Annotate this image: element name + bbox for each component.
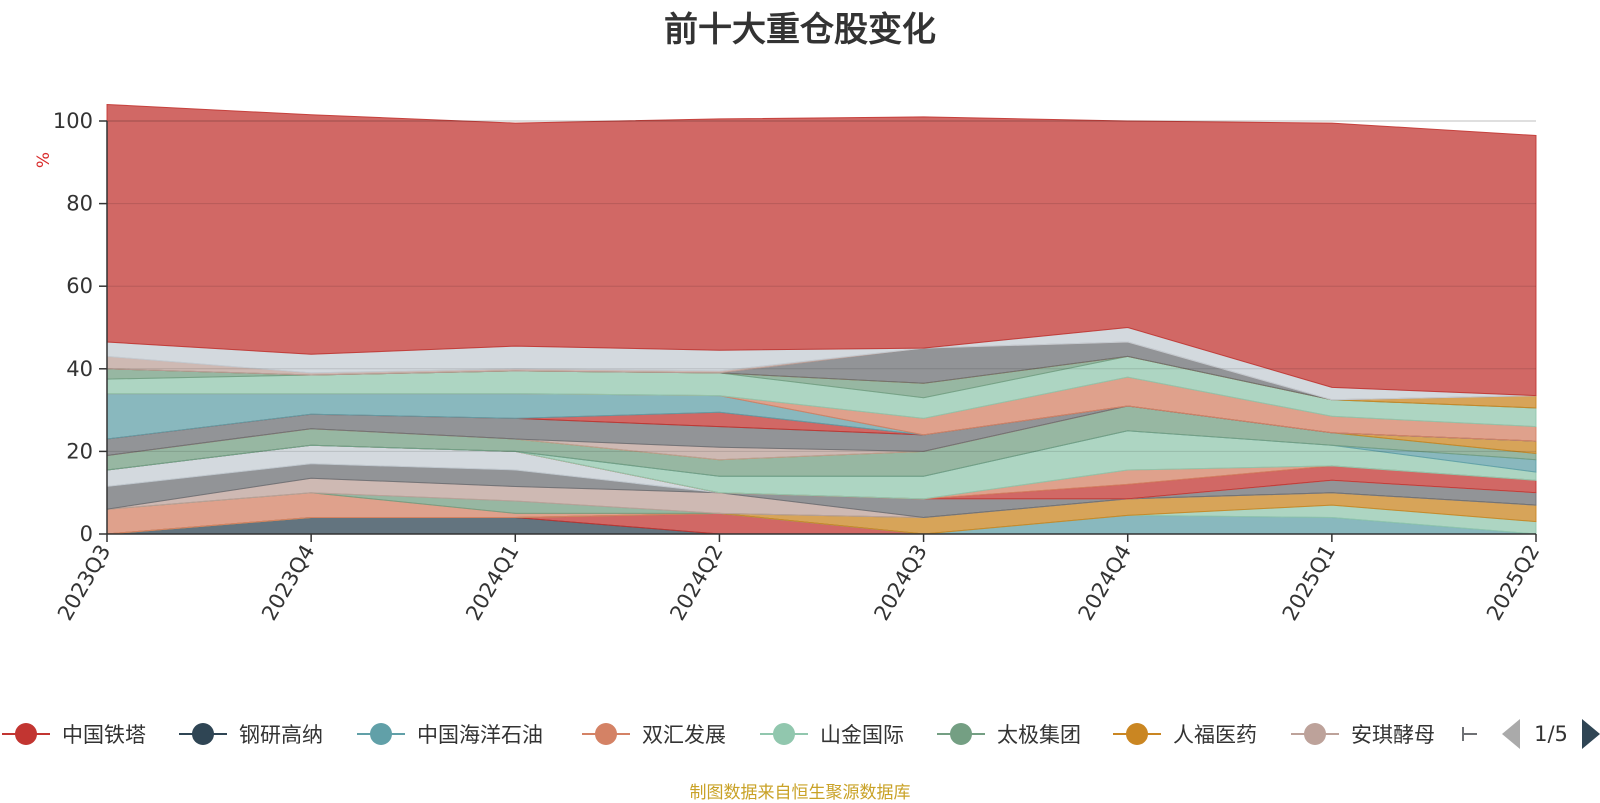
legend-item-7[interactable]: 安琪酵母: [1291, 723, 1435, 747]
legend-item-2[interactable]: 中国海洋石油: [357, 723, 543, 747]
legend-item-1[interactable]: 钢研高纳: [179, 723, 323, 747]
legend[interactable]: 中国铁塔 钢研高纳 中国海洋石油 双汇发展 山金国际 太极集团 人福医药 安琪酵母: [2, 723, 1477, 747]
x-tick-label-3: 2024Q2: [665, 541, 727, 625]
legend-item-5[interactable]: 太极集团: [937, 723, 1081, 747]
legend-item-partial[interactable]: [1462, 727, 1477, 741]
x-tick-label-0: 2023Q3: [53, 541, 115, 625]
area-series-28[interactable]: [106, 103, 1537, 397]
legend-label: 钢研高纳: [239, 723, 323, 747]
x-tick-label-1: 2023Q4: [257, 541, 319, 625]
legend-label: 安琪酵母: [1351, 723, 1435, 747]
legend-item-3[interactable]: 双汇发展: [582, 723, 726, 747]
legend-marker: [370, 723, 392, 745]
chart-title: 前十大重仓股变化: [664, 10, 936, 50]
legend-marker: [950, 723, 972, 745]
source-note: 制图数据来自恒生聚源数据库: [689, 783, 911, 803]
legend-page-indicator: 1/5: [1534, 722, 1568, 746]
legend-marker: [595, 723, 617, 745]
legend-pager[interactable]: 1/5: [1502, 719, 1600, 749]
y-axis-unit-label: %: [34, 152, 54, 168]
legend-label: 中国铁塔: [62, 723, 146, 747]
y-tick-label-0: 0: [80, 522, 93, 546]
y-tick-label-80: 80: [66, 192, 93, 216]
x-tick-label-5: 2024Q4: [1074, 541, 1136, 625]
legend-next-icon[interactable]: [1582, 719, 1600, 749]
x-tick-label-6: 2025Q1: [1278, 541, 1340, 625]
legend-label: 太极集团: [997, 723, 1081, 747]
y-tick-label-60: 60: [66, 274, 93, 298]
legend-label: 人福医药: [1173, 723, 1257, 747]
x-tick-label-7: 2025Q2: [1482, 541, 1544, 625]
legend-item-0[interactable]: 中国铁塔: [2, 723, 146, 747]
legend-label: 中国海洋石油: [417, 723, 543, 747]
stacked-areas: [106, 103, 1537, 535]
legend-marker: [192, 723, 214, 745]
legend-marker: [773, 723, 795, 745]
legend-marker: [1126, 723, 1148, 745]
legend-marker: [1304, 723, 1326, 745]
legend-item-4[interactable]: 山金国际: [760, 723, 904, 747]
legend-item-6[interactable]: 人福医药: [1113, 723, 1257, 747]
y-tick-label-20: 20: [66, 439, 93, 463]
legend-marker: [15, 723, 37, 745]
x-tick-label-2: 2024Q1: [461, 541, 523, 625]
legend-label: 山金国际: [820, 723, 904, 747]
legend-label: 双汇发展: [642, 723, 726, 747]
y-tick-label-100: 100: [53, 109, 93, 133]
legend-prev-icon[interactable]: [1502, 719, 1520, 749]
x-tick-label-4: 2024Q3: [869, 541, 931, 625]
y-tick-label-40: 40: [66, 357, 93, 381]
